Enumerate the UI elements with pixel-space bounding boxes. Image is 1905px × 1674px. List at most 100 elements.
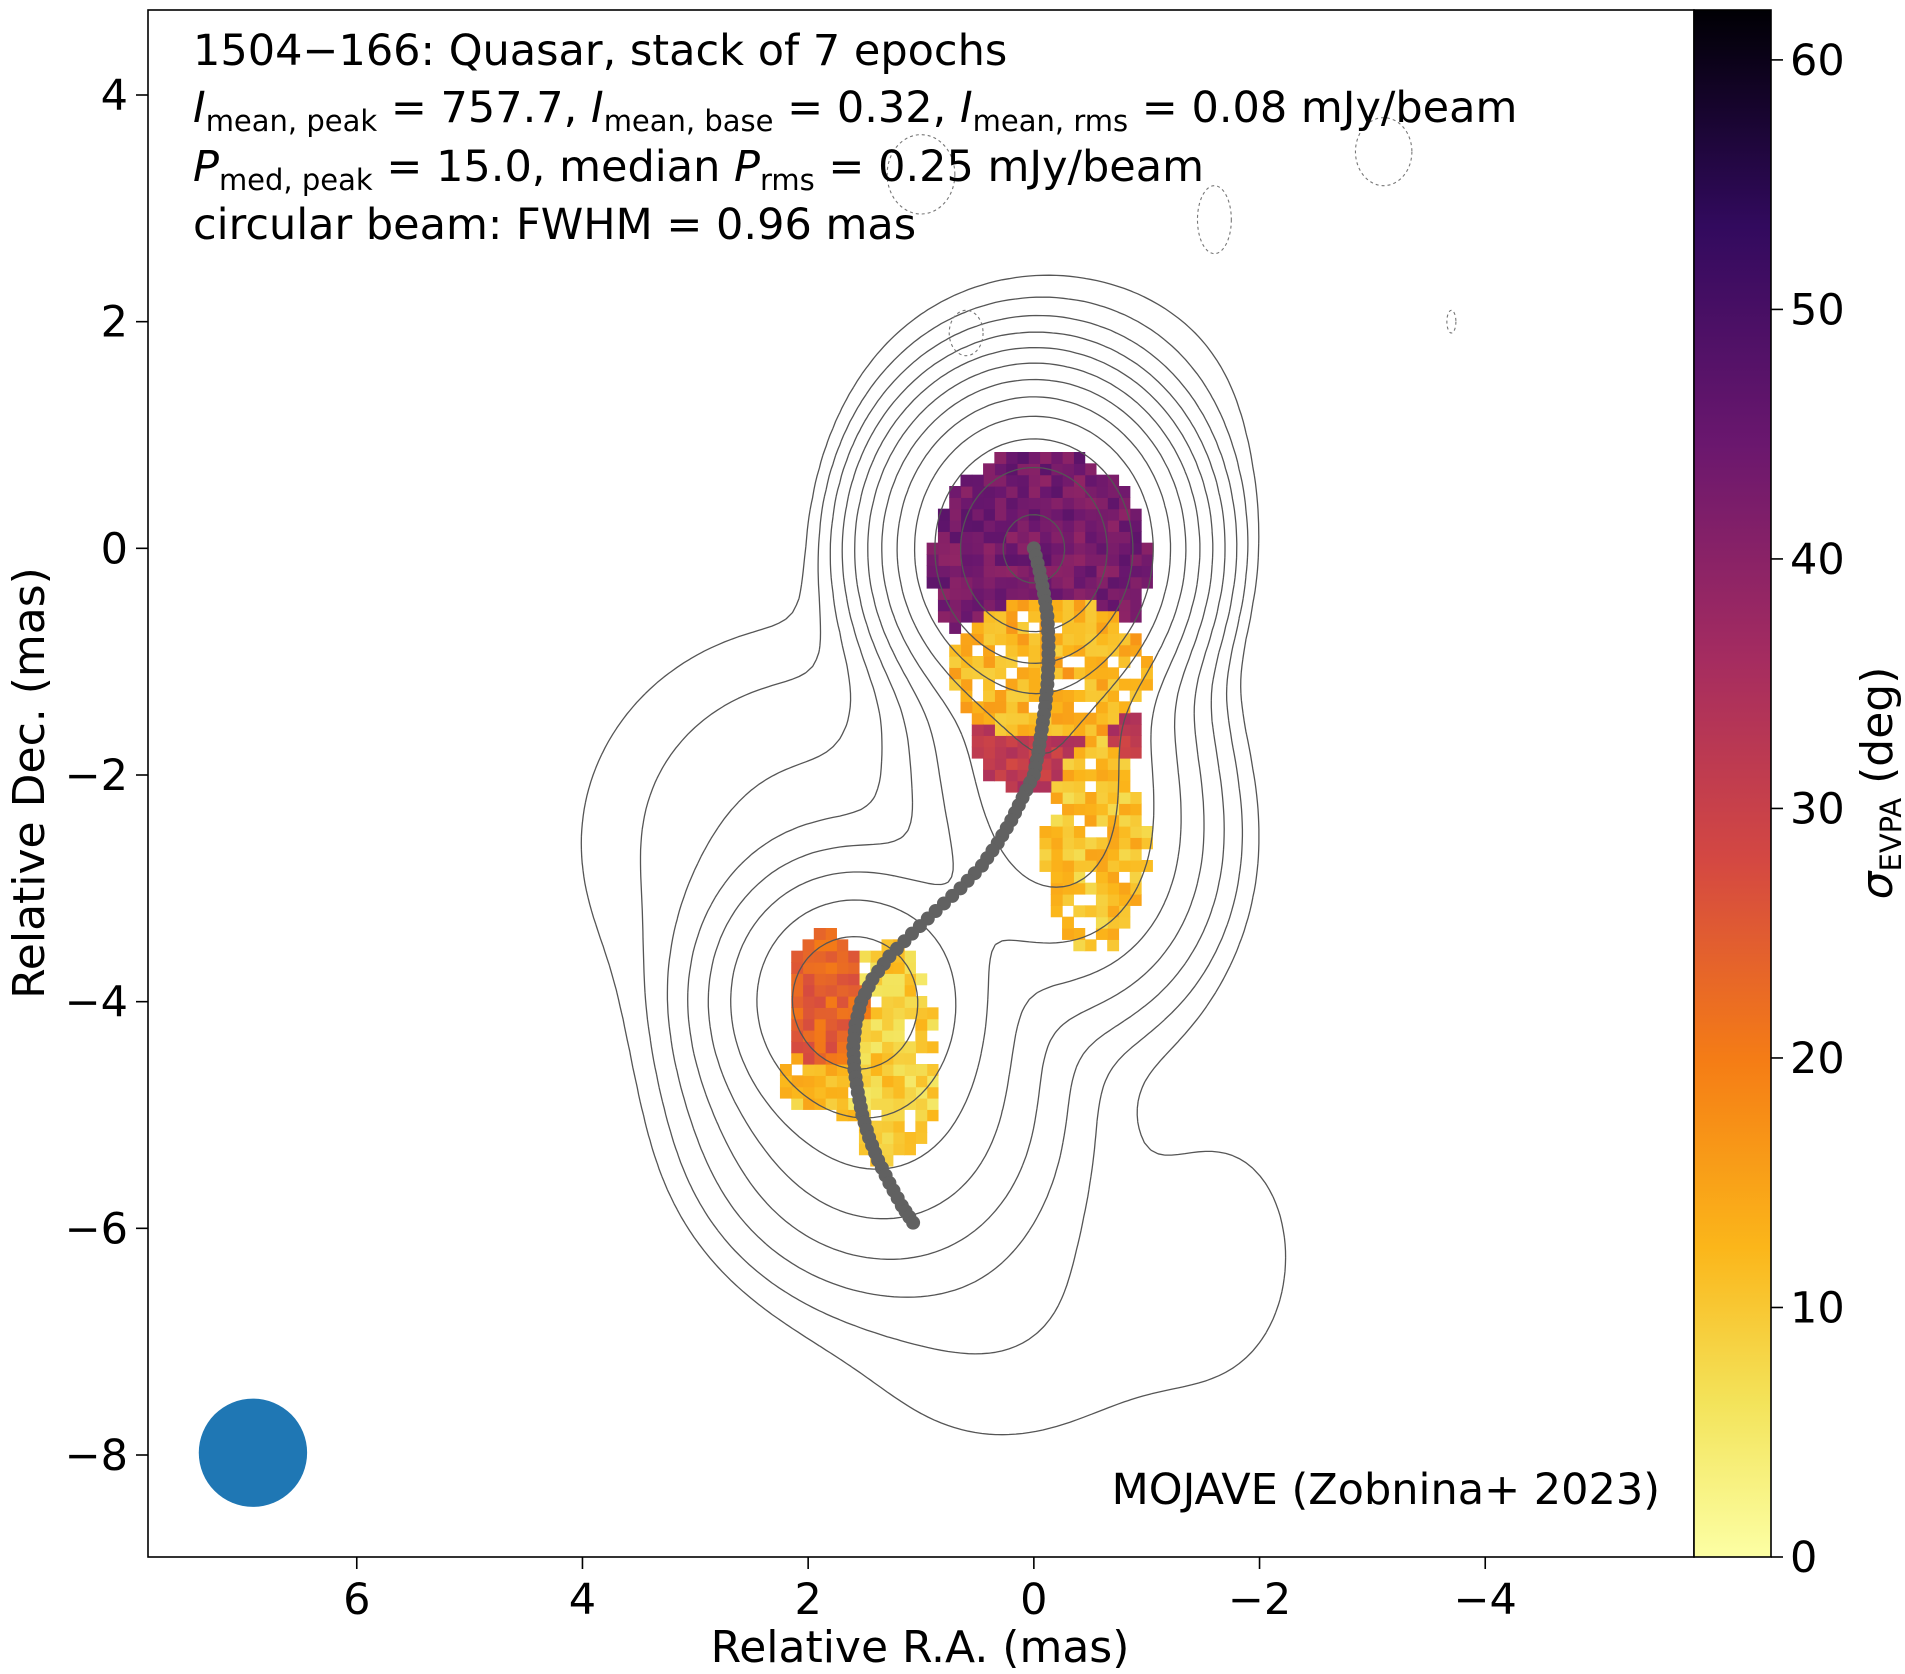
evpa-pixel <box>836 1052 849 1065</box>
evpa-pixel <box>836 1075 849 1088</box>
evpa-pixel <box>858 1030 871 1042</box>
evpa-pixel <box>813 973 826 986</box>
evpa-pixel <box>994 542 1007 555</box>
evpa-pixel <box>1118 701 1131 714</box>
negative-contour <box>948 309 984 357</box>
evpa-pixel <box>949 576 962 589</box>
evpa-pixel <box>1005 554 1018 566</box>
evpa-pixel <box>915 1120 928 1133</box>
evpa-pixel <box>1084 814 1097 827</box>
evpa-pixel <box>1129 520 1142 532</box>
evpa-pixel <box>1016 622 1029 634</box>
evpa-pixel <box>1062 701 1074 714</box>
evpa-pixel <box>1107 497 1120 510</box>
evpa-pixel <box>1005 474 1018 487</box>
evpa-pixel <box>791 1030 804 1042</box>
evpa-pixel <box>825 928 837 940</box>
evpa-pixel <box>1129 690 1142 702</box>
evpa-pixel <box>915 996 928 1008</box>
evpa-pixel <box>971 701 984 714</box>
evpa-pixel <box>1062 474 1074 487</box>
evpa-pixel <box>1107 690 1120 702</box>
evpa-pixel <box>915 1018 928 1031</box>
negative-contour <box>1196 185 1232 255</box>
evpa-pixel <box>1016 758 1029 770</box>
evpa-pixel <box>971 520 984 532</box>
evpa-pixel <box>1039 837 1052 850</box>
evpa-pixel <box>971 565 984 578</box>
evpa-pixel <box>1084 792 1097 804</box>
evpa-pixel <box>1073 565 1086 578</box>
evpa-pixel <box>1118 576 1131 589</box>
evpa-pixel <box>1129 508 1142 521</box>
evpa-pixel <box>1050 667 1063 680</box>
evpa-pixel <box>937 565 950 578</box>
evpa-pixel <box>1062 520 1074 532</box>
evpa-pixel <box>971 474 984 487</box>
evpa-pixel <box>937 520 950 532</box>
evpa-pixel <box>994 452 1007 464</box>
evpa-pixel <box>870 1098 883 1110</box>
evpa-pixel <box>847 962 860 974</box>
evpa-pixel <box>1062 871 1074 884</box>
evpa-pixel <box>813 950 826 963</box>
evpa-pixel <box>825 996 837 1008</box>
evpa-pixel <box>881 1030 894 1042</box>
evpa-pixel <box>994 565 1007 578</box>
evpa-pixel <box>1039 826 1052 838</box>
evpa-pixel <box>971 599 984 612</box>
evpa-pixel <box>1016 565 1029 578</box>
evpa-pixel <box>1095 633 1108 646</box>
evpa-pixel <box>1062 588 1074 600</box>
evpa-pixel <box>960 565 973 578</box>
evpa-pixel <box>983 542 995 555</box>
evpa-pixel <box>1062 724 1074 736</box>
evpa-pixel <box>892 1075 905 1088</box>
evpa-pixel <box>791 973 804 986</box>
evpa-pixel <box>881 973 894 986</box>
evpa-pixel <box>1073 769 1086 782</box>
evpa-pixel <box>1095 656 1108 668</box>
y-tick-label: −6 <box>65 1204 128 1254</box>
evpa-pixel <box>983 724 995 736</box>
evpa-pixel <box>1084 520 1097 532</box>
evpa-pixel <box>1062 452 1074 464</box>
evpa-pixel <box>960 486 973 498</box>
beam-ellipse <box>198 1398 308 1507</box>
evpa-pixel <box>1039 848 1052 861</box>
intensity-contours <box>580 117 1457 1436</box>
evpa-pixel <box>1050 531 1063 544</box>
title-line-1: 1504−166: Quasar, stack of 7 epochs <box>193 26 1007 76</box>
evpa-pixel <box>949 531 962 544</box>
evpa-pixel <box>960 610 973 623</box>
evpa-pixel <box>1016 486 1029 498</box>
evpa-pixel <box>1050 792 1063 804</box>
evpa-pixel <box>870 1007 883 1020</box>
evpa-pixel <box>791 1041 804 1054</box>
evpa-pixel <box>1118 837 1131 850</box>
y-axis-label: Relative Dec. (mas) <box>4 567 55 999</box>
evpa-pixel <box>1062 633 1074 646</box>
x-tick-label: 6 <box>343 1575 370 1625</box>
evpa-pixel <box>1005 678 1018 691</box>
evpa-pixel <box>858 1143 871 1156</box>
evpa-pixel <box>813 1064 826 1076</box>
x-tick-label: −4 <box>1454 1575 1517 1625</box>
evpa-pixel <box>1095 520 1108 532</box>
evpa-pixel <box>1062 463 1074 476</box>
evpa-pixel <box>1129 678 1142 691</box>
evpa-pixel <box>1050 576 1063 589</box>
evpa-pixel <box>926 1064 939 1076</box>
evpa-pixel <box>949 588 962 600</box>
colorbar-tick-label: 20 <box>1790 1034 1845 1084</box>
evpa-pixel <box>892 1052 905 1065</box>
evpa-pixel <box>1005 656 1018 668</box>
contour-level <box>580 274 1287 1436</box>
evpa-pixel <box>1107 712 1120 725</box>
intensity-line: Imean, peak = 757.7, Imean, base = 0.32,… <box>193 83 1517 138</box>
contour-level <box>666 314 1238 1298</box>
evpa-pixel <box>949 622 962 634</box>
evpa-pixel <box>802 1052 815 1065</box>
evpa-pixel <box>949 656 962 668</box>
evpa-pixel <box>994 656 1007 668</box>
